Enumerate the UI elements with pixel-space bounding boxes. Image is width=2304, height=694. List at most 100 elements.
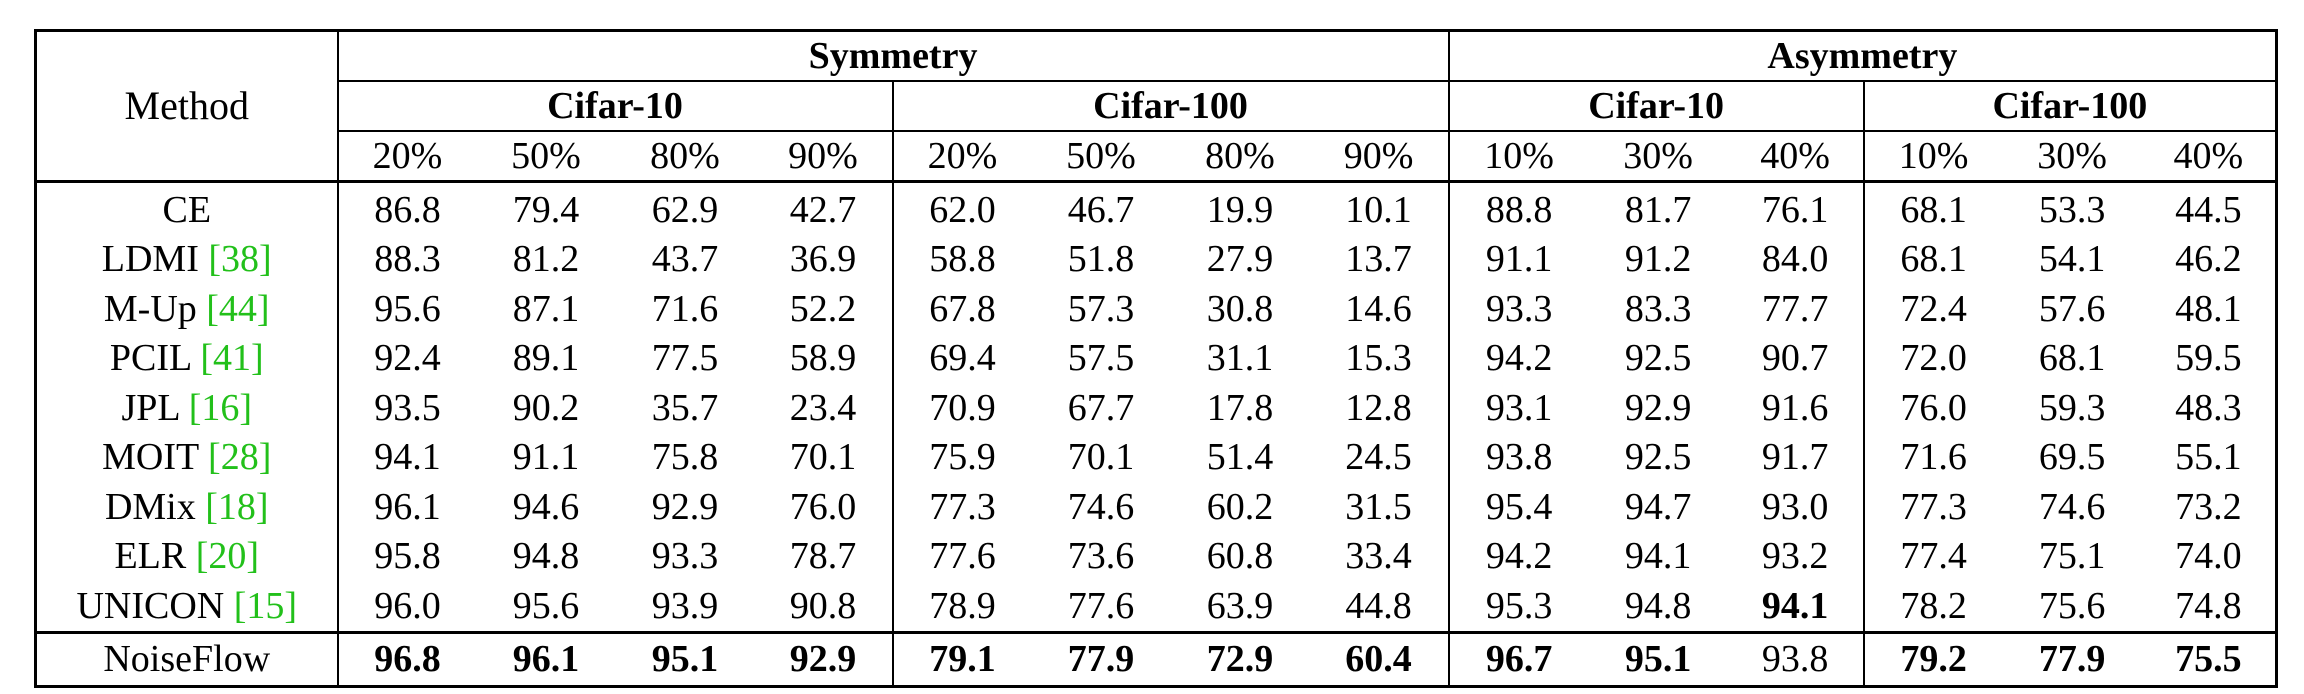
value-cell: 51.4 bbox=[1206, 436, 1274, 479]
value-cell: 76.0 bbox=[1862, 383, 2003, 433]
value-cell: 79.2 bbox=[1862, 630, 2003, 686]
citation-link[interactable]: [44] bbox=[206, 287, 270, 330]
value-cell: 72.4 bbox=[1862, 284, 2003, 334]
value-cell: 89.1 bbox=[512, 337, 580, 380]
value-cell: 70.1 bbox=[1067, 436, 1135, 479]
method-name: MOIT bbox=[102, 436, 209, 479]
method-cell: NoiseFlow bbox=[35, 630, 339, 686]
value-cell: 86.8 bbox=[374, 188, 441, 231]
value-cell: 52.2 bbox=[789, 287, 857, 330]
results-table: Method Symmetry Asymmetry Cifar-10 Cifar… bbox=[34, 29, 2279, 688]
header-row-noise-rates: 20% 50% 80% 90% 20% 50% 80% 90% 10% 30% 40% 10% 30% 4… bbox=[36, 131, 2277, 183]
method-cell: PCIL [41] bbox=[35, 333, 339, 383]
value-cell: 44.5 bbox=[2175, 188, 2242, 231]
method-name: DMix bbox=[104, 485, 206, 528]
value-cell: 91.1 bbox=[1447, 234, 1589, 284]
noise-rate-header: 80% bbox=[1170, 131, 1310, 183]
value-cell: 90.2 bbox=[512, 386, 580, 429]
value-cell: 74.0 bbox=[2175, 535, 2242, 578]
value-cell: 24.5 bbox=[1345, 436, 1412, 479]
value-cell: 44.8 bbox=[1345, 584, 1412, 627]
value-cell: 93.5 bbox=[374, 386, 441, 429]
method-name: UNICON bbox=[76, 584, 234, 627]
citation-link[interactable]: [16] bbox=[188, 386, 253, 429]
citation-link[interactable]: [41] bbox=[200, 337, 264, 380]
value-cell: 77.6 bbox=[891, 531, 1032, 581]
value-cell: 35.7 bbox=[651, 386, 719, 429]
method-name: JPL bbox=[121, 386, 189, 429]
noise-rate-header: 50% bbox=[1031, 131, 1171, 183]
value-cell: 68.1 bbox=[1862, 234, 2003, 284]
method-cell: ELR [20] bbox=[35, 531, 339, 581]
value-cell: 23.4 bbox=[789, 386, 857, 429]
value-cell: 15.3 bbox=[1345, 337, 1412, 380]
value-cell: 96.7 bbox=[1447, 630, 1589, 686]
citation-link[interactable]: [38] bbox=[208, 238, 272, 281]
value-cell: 71.6 bbox=[1862, 432, 2003, 482]
value-cell: 94.1 bbox=[1761, 584, 1829, 627]
value-cell: 46.7 bbox=[1067, 188, 1135, 231]
value-cell: 70.1 bbox=[789, 436, 857, 479]
value-cell: 59.3 bbox=[2038, 386, 2106, 429]
noise-rate-header: 20% bbox=[337, 131, 477, 183]
value-cell: 12.8 bbox=[1345, 386, 1412, 429]
value-cell: 77.3 bbox=[891, 482, 1032, 532]
value-cell: 76.1 bbox=[1761, 188, 1829, 231]
value-cell: 90.8 bbox=[789, 584, 857, 627]
table-row: JPL [16] 93.5 90.2 35.7 23.4 70.9 67.7 17.8 12.8… bbox=[35, 383, 2277, 433]
value-cell: 74.6 bbox=[1067, 485, 1135, 528]
value-cell: 69.4 bbox=[891, 333, 1032, 383]
noise-rate-header: 50% bbox=[476, 131, 616, 183]
method-name: PCIL bbox=[109, 337, 201, 380]
method-name: CE bbox=[162, 188, 212, 231]
method-name: LDMI bbox=[101, 238, 209, 281]
value-cell: 94.1 bbox=[374, 436, 441, 479]
value-cell: 19.9 bbox=[1206, 188, 1274, 231]
table-row: MOIT [28] 94.1 91.1 75.8 70.1 75.9 70.1 51.4 24.… bbox=[35, 432, 2277, 482]
value-cell: 76.0 bbox=[789, 485, 857, 528]
value-cell: 77.3 bbox=[1862, 482, 2003, 532]
value-cell: 88.8 bbox=[1447, 181, 1589, 235]
method-cell: MOIT [28] bbox=[35, 432, 339, 482]
value-cell: 31.1 bbox=[1206, 337, 1274, 380]
value-cell: 95.4 bbox=[1447, 482, 1589, 532]
value-cell: 93.3 bbox=[1447, 284, 1589, 334]
noise-rate-header: 40% bbox=[1727, 131, 1864, 183]
value-cell: 94.2 bbox=[1447, 333, 1589, 383]
value-cell: 68.1 bbox=[1862, 181, 2003, 235]
table-row: M-Up [44] 95.6 87.1 71.6 52.2 67.8 57.3 30.8 14.… bbox=[35, 284, 2277, 334]
value-cell: 42.7 bbox=[789, 188, 857, 231]
value-cell: 58.9 bbox=[789, 337, 857, 380]
citation-link[interactable]: [15] bbox=[233, 584, 298, 627]
value-cell: 93.8 bbox=[1447, 432, 1589, 482]
value-cell: 93.1 bbox=[1447, 383, 1589, 433]
value-cell: 95.1 bbox=[615, 630, 755, 686]
value-cell: 62.9 bbox=[651, 188, 719, 231]
value-cell: 95.1 bbox=[1588, 630, 1728, 686]
method-cell: LDMI [38] bbox=[35, 234, 339, 284]
value-cell: 53.3 bbox=[2038, 188, 2106, 231]
citation-link[interactable]: [18] bbox=[205, 485, 269, 528]
value-cell: 43.7 bbox=[651, 238, 719, 281]
value-cell: 92.9 bbox=[754, 630, 893, 686]
method-name: M-Up bbox=[103, 287, 207, 330]
value-cell: 73.2 bbox=[2175, 485, 2242, 528]
value-cell: 90.7 bbox=[1761, 337, 1829, 380]
value-cell: 96.8 bbox=[337, 630, 477, 686]
value-cell: 36.9 bbox=[789, 238, 857, 281]
value-cell: 77.4 bbox=[1862, 531, 2003, 581]
value-cell: 31.5 bbox=[1345, 485, 1412, 528]
value-cell: 93.3 bbox=[651, 535, 719, 578]
noise-rate-header: 10% bbox=[1447, 131, 1589, 183]
method-cell: DMix [18] bbox=[35, 482, 339, 532]
citation-link[interactable]: [20] bbox=[195, 535, 260, 578]
value-cell: 94.7 bbox=[1624, 485, 1692, 528]
value-cell: 74.8 bbox=[2175, 584, 2242, 627]
value-cell: 77.9 bbox=[1031, 630, 1171, 686]
value-cell: 10.1 bbox=[1345, 188, 1412, 231]
value-cell: 75.8 bbox=[651, 436, 719, 479]
citation-link[interactable]: [28] bbox=[208, 436, 272, 479]
value-cell: 95.3 bbox=[1447, 581, 1589, 632]
value-cell: 78.9 bbox=[891, 581, 1032, 632]
header-row-groups: Method Symmetry Asymmetry bbox=[35, 30, 2277, 183]
